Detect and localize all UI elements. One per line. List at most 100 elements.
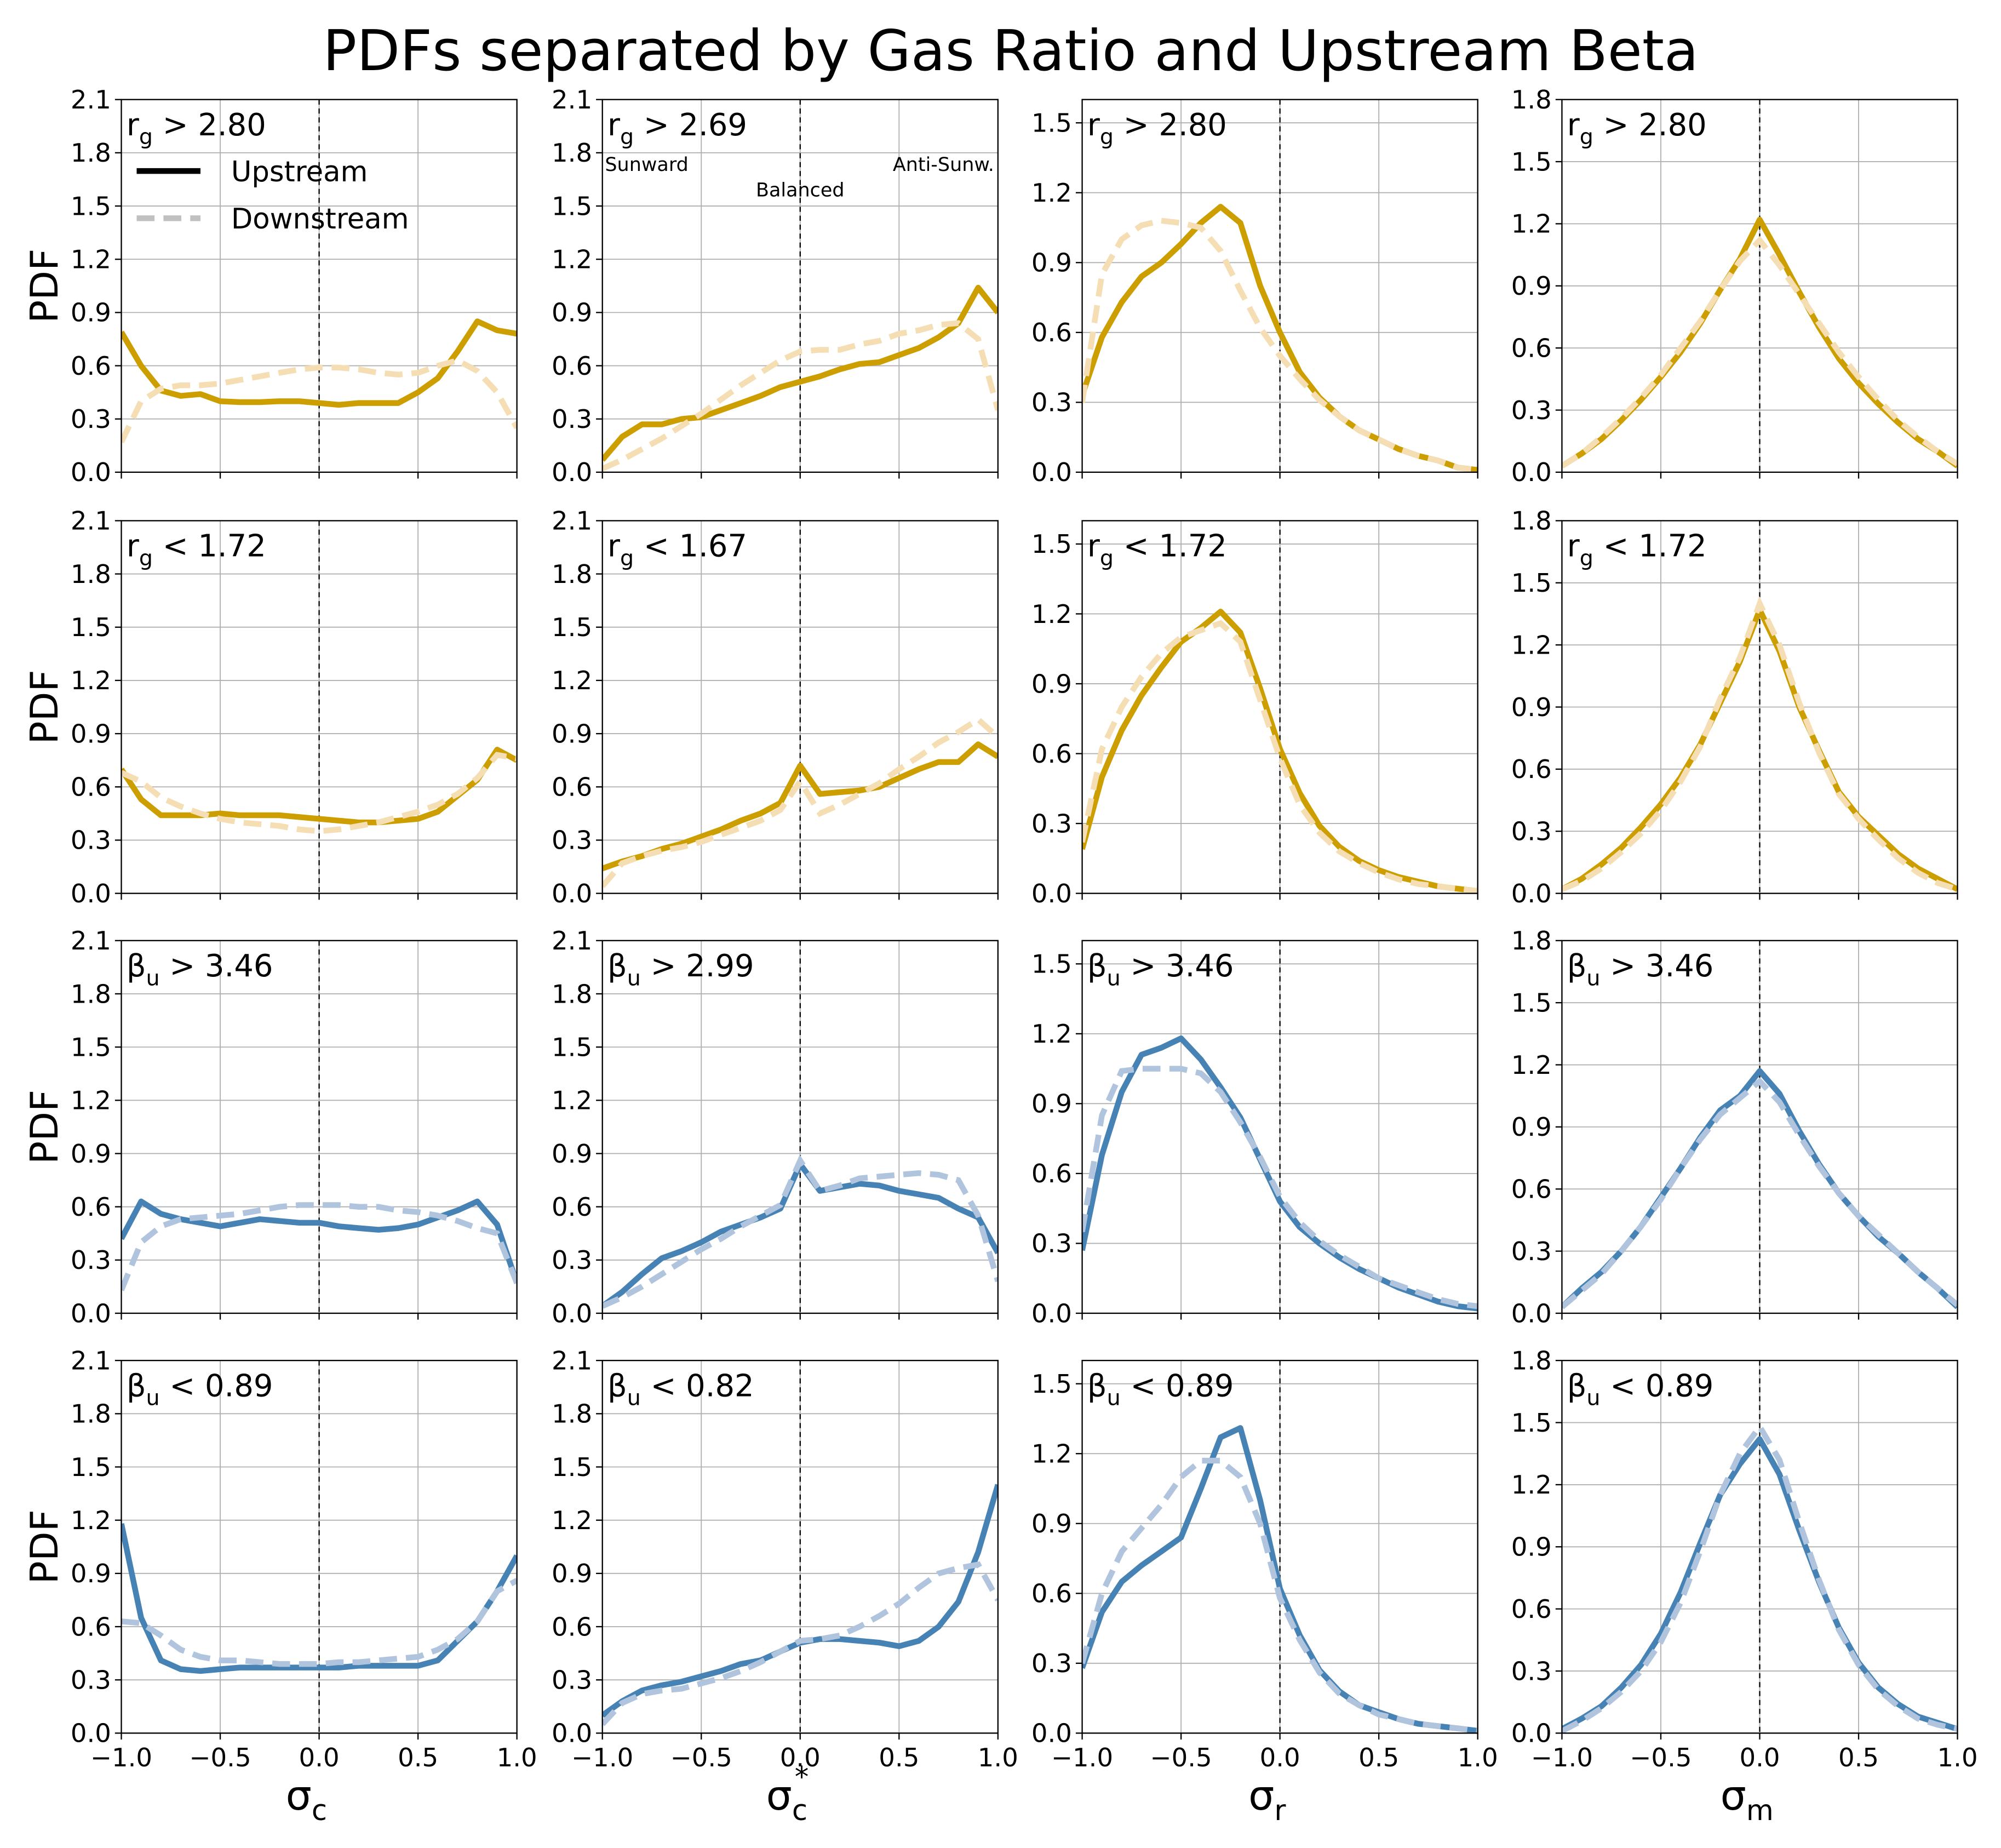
- axes-frame: [1561, 520, 1958, 894]
- panel-r1-c2: 0.0 0.3 0.6 0.9 1.2 1.5 1.8 2.1 rg > 2.69 Sunward…: [552, 85, 999, 487]
- y-tick-label: 0.9: [71, 298, 111, 328]
- panel-label: βu < 0.89: [1087, 1368, 1234, 1410]
- panel-label-symbol: r: [1087, 107, 1100, 143]
- y-tick-label: 0.3: [1511, 396, 1552, 425]
- panel-label: rg > 2.80: [127, 107, 266, 150]
- panel-label-condition: < 0.89: [1601, 1368, 1714, 1404]
- axes-frame: [601, 520, 999, 894]
- panel-r4-c4: 0.0 0.3 0.6 0.9 1.2 1.5 1.8 −1.0 −0.5 0.0 0.5 1.0 βu…: [1511, 1346, 1978, 1827]
- y-tick-label: 0.0: [1511, 457, 1552, 487]
- y-tick-label: 1.2: [1031, 178, 1072, 208]
- panel-label-condition: < 1.72: [153, 529, 266, 564]
- series-downstream-line: [1082, 218, 1478, 472]
- axes-frame: [121, 1359, 518, 1734]
- y-tick-label: 0.9: [552, 1559, 592, 1588]
- x-tick-label: 0.0: [780, 1743, 821, 1772]
- series-upstream-line: [121, 1198, 517, 1284]
- y-tick-label: 0.6: [71, 1612, 111, 1641]
- x-tick-label: 1.0: [497, 1743, 537, 1772]
- x-tick-label: −0.5: [1630, 1743, 1692, 1772]
- panel-label: βu < 0.89: [127, 1368, 273, 1410]
- panel-label-symbol: r: [127, 529, 139, 564]
- panel-r1-c4: 0.0 0.3 0.6 0.9 1.2 1.5 1.8 rg > 2.80: [1511, 85, 1958, 487]
- y-tick-label: 1.2: [1511, 630, 1552, 660]
- panel-label-symbol: β: [1087, 948, 1107, 984]
- y-tick-label: 1.5: [552, 1452, 592, 1482]
- y-tick-label: 1.5: [71, 1452, 111, 1482]
- panel-label: rg > 2.80: [1567, 107, 1707, 150]
- series-upstream-line: [602, 741, 998, 872]
- y-axis-label: PDF: [22, 1090, 67, 1164]
- y-tick-label: 0.0: [1031, 879, 1072, 908]
- y-tick-label: 0.9: [1511, 1532, 1552, 1562]
- y-tick-label: 0.0: [1031, 1298, 1072, 1328]
- y-tick-label: 0.9: [1031, 248, 1072, 278]
- annotation-balanced: Balanced: [756, 180, 845, 202]
- panel-r2-c1: 0.0 0.3 0.6 0.9 1.2 1.5 1.8 2.1 rg < 1.72 PDF: [22, 506, 518, 908]
- panel-label-subscript: g: [139, 546, 153, 571]
- y-tick-label: 1.8: [71, 979, 111, 1009]
- panel-label: βu > 2.99: [607, 948, 754, 991]
- series-downstream-line: [1562, 236, 1958, 468]
- axes-frame: [601, 99, 999, 473]
- y-tick-label: 0.9: [1031, 1509, 1072, 1538]
- y-tick-label: 1.5: [1511, 147, 1552, 176]
- x-axis-label-subscript: c: [312, 1794, 327, 1827]
- y-tick-label: 1.5: [71, 613, 111, 642]
- y-tick-label: 1.5: [71, 191, 111, 221]
- panel-r3-c1: 0.0 0.3 0.6 0.9 1.2 1.5 1.8 2.1 βu > 3.46 PDF: [22, 926, 518, 1328]
- y-tick-label: 1.5: [552, 613, 592, 642]
- panel-label-subscript: g: [1100, 546, 1114, 571]
- panel-label-symbol: β: [1567, 1368, 1587, 1404]
- panel-r3-c2: 0.0 0.3 0.6 0.9 1.2 1.5 1.8 2.1 βu > 2.99: [552, 926, 999, 1328]
- x-tick-label: −0.5: [1150, 1743, 1212, 1772]
- axes-frame: [1561, 1359, 1958, 1734]
- panel-label: rg < 1.67: [607, 529, 747, 571]
- panel-label-symbol: r: [127, 107, 139, 143]
- panel-label-condition: < 0.89: [160, 1368, 273, 1404]
- y-tick-label: 0.6: [71, 351, 111, 381]
- panel-label: βu > 3.46: [127, 948, 273, 991]
- panel-r2-c2: 0.0 0.3 0.6 0.9 1.2 1.5 1.8 2.1 rg < 1.67: [552, 506, 999, 908]
- y-tick-label: 1.5: [1511, 988, 1552, 1017]
- y-tick-label: 0.6: [1511, 1175, 1552, 1204]
- series-downstream-line: [1562, 596, 1958, 892]
- y-tick-label: 2.1: [71, 926, 111, 956]
- series-upstream-line: [602, 284, 998, 462]
- panel-label-subscript: u: [627, 1386, 641, 1411]
- y-tick-label: 0.6: [1511, 1594, 1552, 1624]
- x-axis-label: σc: [286, 1772, 327, 1827]
- x-axis-label-base: σ: [766, 1772, 792, 1820]
- x-tick-label: −1.0: [1531, 1743, 1593, 1772]
- series-downstream-line: [1562, 1077, 1958, 1309]
- panel-label: rg < 1.72: [127, 529, 266, 571]
- y-tick-label: 1.5: [71, 1032, 111, 1062]
- y-tick-label: 1.8: [71, 138, 111, 168]
- panel-label: βu < 0.82: [607, 1368, 754, 1410]
- series-downstream-line: [1082, 620, 1478, 894]
- y-tick-label: 1.2: [552, 666, 592, 695]
- y-tick-label: 1.2: [552, 245, 592, 274]
- y-tick-label: 0.6: [71, 773, 111, 802]
- y-tick-label: 1.2: [552, 1506, 592, 1535]
- y-tick-label: 1.8: [552, 979, 592, 1009]
- panel-label-subscript: g: [1580, 546, 1593, 571]
- x-tick-label: 0.0: [1260, 1743, 1300, 1772]
- y-tick-label: 0.6: [552, 1192, 592, 1222]
- panel-label: βu < 0.89: [1567, 1368, 1714, 1410]
- y-tick-label: 1.8: [552, 559, 592, 589]
- y-axis-label: PDF: [22, 249, 67, 323]
- y-tick-label: 0.3: [552, 1665, 592, 1695]
- y-tick-label: 0.0: [552, 1719, 592, 1748]
- y-tick-label: 0.3: [71, 1665, 111, 1695]
- y-tick-label: 0.9: [1511, 1112, 1552, 1142]
- y-tick-label: 1.2: [552, 1086, 592, 1115]
- y-tick-label: 0.6: [1031, 318, 1072, 347]
- x-tick-label: −0.5: [190, 1743, 251, 1772]
- y-tick-label: 0.3: [1031, 388, 1072, 417]
- y-tick-label: 1.5: [1031, 529, 1072, 559]
- panel-label-condition: > 2.99: [641, 948, 754, 984]
- y-tick-label: 0.3: [552, 826, 592, 855]
- y-tick-label: 1.2: [1511, 1050, 1552, 1080]
- panel-r3-c4: 0.0 0.3 0.6 0.9 1.2 1.5 1.8 βu > 3.46: [1511, 926, 1958, 1328]
